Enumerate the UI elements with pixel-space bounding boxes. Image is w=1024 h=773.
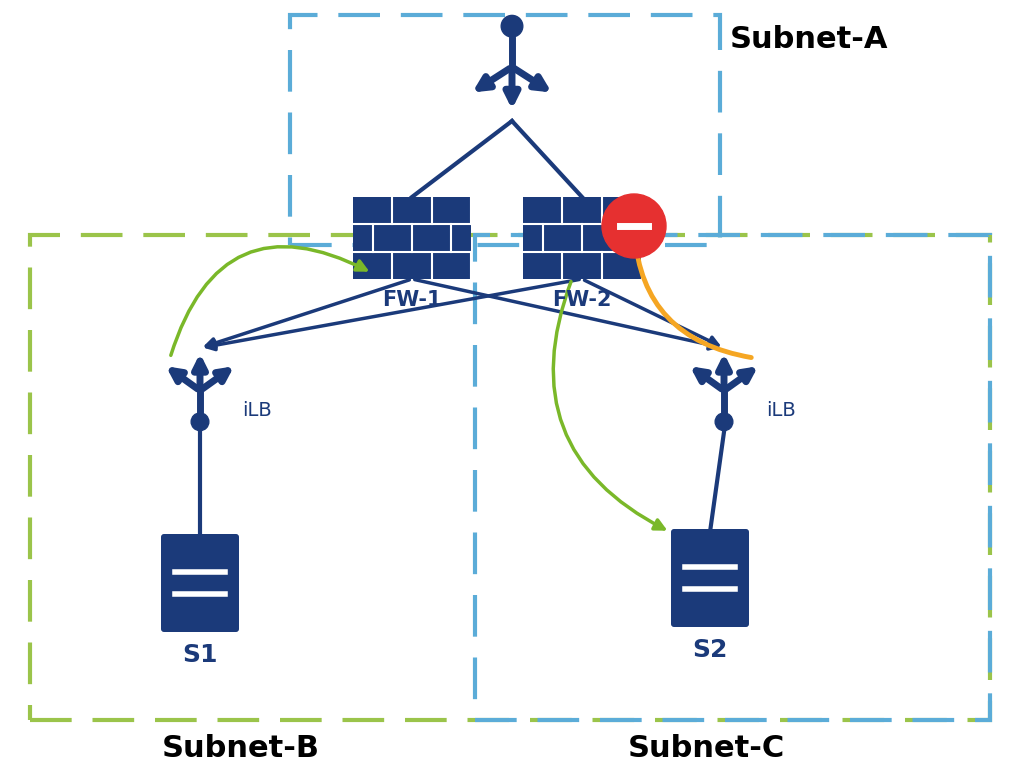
Text: S1: S1	[182, 643, 218, 667]
Text: iLB: iLB	[766, 400, 796, 420]
Bar	[475, 235, 990, 720]
FancyBboxPatch shape	[161, 534, 239, 632]
Text: FW-2: FW-2	[552, 290, 611, 310]
Circle shape	[602, 194, 666, 258]
Text: iLB: iLB	[242, 400, 271, 420]
Bar	[30, 235, 990, 720]
FancyBboxPatch shape	[671, 529, 749, 627]
Text: FW-1: FW-1	[382, 290, 441, 310]
Bar	[290, 15, 720, 245]
Circle shape	[501, 15, 523, 37]
Text: Subnet-C: Subnet-C	[628, 734, 785, 763]
Bar	[353, 197, 471, 279]
Bar	[523, 197, 641, 279]
Text: Subnet-A: Subnet-A	[730, 25, 889, 54]
Circle shape	[191, 413, 209, 431]
Text: Subnet-B: Subnet-B	[162, 734, 321, 763]
Text: S2: S2	[692, 638, 728, 662]
Circle shape	[715, 413, 733, 431]
